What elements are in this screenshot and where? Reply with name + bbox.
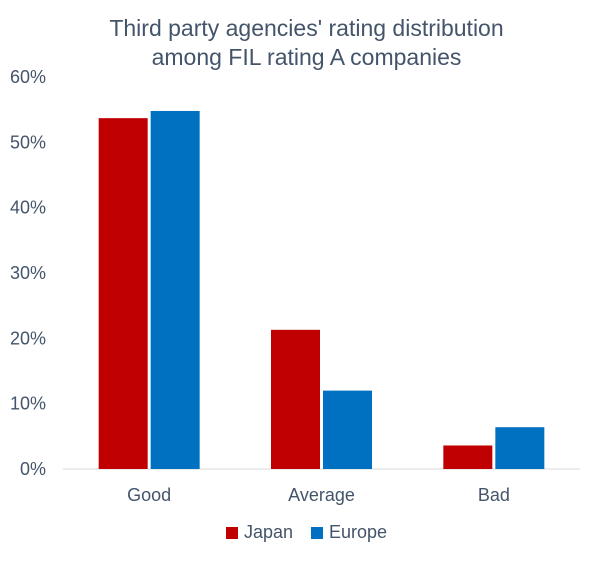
legend-swatch-europe [311,526,323,539]
y-tick-label: 10% [10,394,46,414]
y-tick-label: 30% [10,263,46,283]
bar-europe-average [323,390,372,469]
bar-japan-bad [443,445,493,469]
chart-title-line-2: among FIL rating A companies [151,44,462,70]
bar-japan-good [98,118,148,469]
chart-title: Third party agencies' rating distributio… [0,14,613,72]
bar-japan-average [271,329,320,469]
x-tick-label: Bad [478,485,510,505]
y-tick-label: 40% [10,198,46,218]
legend-label-japan: Japan [243,522,293,542]
bar-europe-bad [495,427,545,469]
legend-item-europe: Europe [311,522,387,543]
y-tick-label: 60% [10,67,46,87]
x-tick-label: Average [288,485,355,505]
chart-title-line-1: Third party agencies' rating distributio… [109,15,504,41]
legend-swatch-japan [225,526,238,539]
bar-europe-good [150,110,200,470]
y-tick-label: 20% [10,328,46,348]
legend-item-japan: Japan [225,522,293,543]
legend-label-europe: Europe [329,522,388,542]
y-tick-label: 0% [20,459,46,479]
x-tick-label: Good [127,485,171,505]
y-tick-label: 50% [10,132,46,152]
legend: Japan Europe [0,522,613,543]
